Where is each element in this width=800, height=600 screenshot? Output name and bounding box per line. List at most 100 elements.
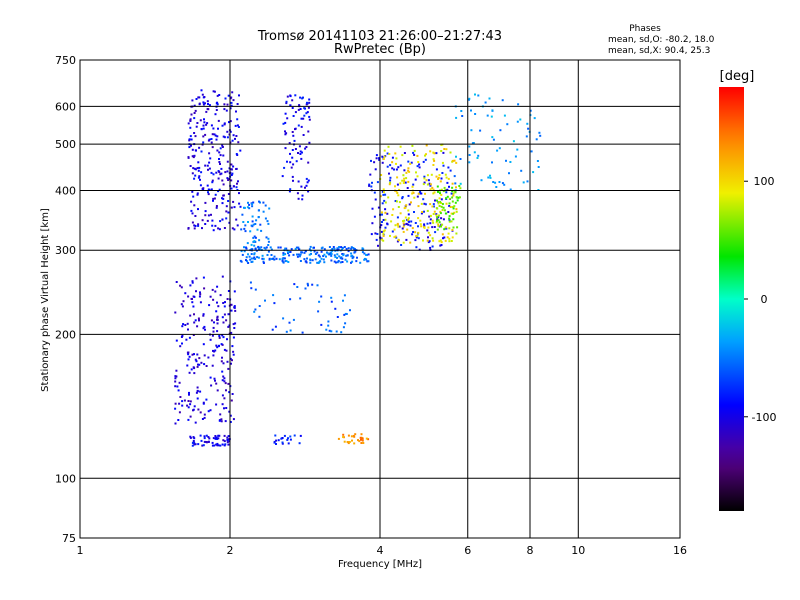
data-point [221,316,224,319]
data-point [211,219,214,222]
cluster-F-upper [281,94,311,201]
data-point [407,213,410,216]
data-point [443,209,446,212]
data-point [414,222,417,224]
data-point [216,135,219,138]
data-point [182,300,185,303]
data-point [233,305,236,308]
data-point [202,96,205,99]
data-point [226,130,229,133]
data-point [438,225,441,228]
data-point [446,181,449,184]
y-tick-label: 300 [55,244,76,257]
data-point [196,353,199,356]
data-point [251,248,254,251]
data-point [207,191,209,194]
data-point [210,384,213,387]
data-point [438,197,441,200]
data-point [205,441,208,443]
data-point [191,444,194,447]
data-point [396,240,399,243]
data-point [398,188,401,191]
data-point [206,108,209,110]
data-point [375,157,378,160]
data-point [432,192,435,195]
data-point [391,214,394,216]
data-point [227,367,230,370]
data-point [180,336,183,338]
data-point [187,400,190,402]
data-point [292,163,295,166]
data-point [211,133,214,136]
data-point [298,145,301,148]
data-point [214,379,216,382]
data-point [247,221,249,223]
data-point [193,117,196,120]
data-point [413,196,416,199]
data-point [243,206,246,209]
data-point [407,223,410,226]
data-point [446,188,449,191]
data-point [204,133,207,136]
data-point [397,166,400,169]
colorbar-gradient [719,87,744,511]
data-point [193,224,196,227]
data-point [444,239,447,242]
data-point [210,213,212,216]
data-point [320,257,323,260]
data-point [296,255,299,258]
data-point [388,153,391,155]
data-point [191,148,194,151]
data-point [382,232,385,235]
data-point [459,187,462,190]
data-point [282,261,285,264]
data-point [440,177,443,180]
data-point [243,227,246,230]
data-point [451,206,454,208]
data-point [394,185,396,188]
data-point [345,254,348,257]
data-point [282,122,285,125]
data-point [491,161,493,164]
data-point [199,119,202,122]
data-point [376,233,379,235]
data-point [216,301,218,304]
data-point [207,168,209,171]
data-point [350,247,353,250]
data-point [197,223,200,226]
data-point [355,260,358,263]
data-point [237,126,240,128]
data-point [218,344,220,347]
data-point [341,261,344,263]
data-point [206,184,209,187]
data-point [429,222,432,225]
data-point [199,411,202,414]
data-point [443,236,446,239]
data-point [539,134,542,137]
data-point [435,214,438,217]
data-point [204,201,207,204]
data-point [447,211,450,213]
data-point [516,148,519,151]
data-point [307,161,310,164]
data-point [313,250,316,253]
data-point [203,287,206,290]
data-point [213,197,216,200]
data-point [305,177,308,180]
data-point [517,103,520,106]
data-point [205,365,208,367]
data-point [179,284,182,287]
data-point [396,192,399,194]
data-point [277,246,280,249]
data-point [256,256,259,259]
data-point [189,415,192,418]
data-point [337,248,340,251]
data-point [389,179,392,182]
data-point [252,236,255,239]
data-point [181,342,183,345]
data-point [297,124,300,127]
data-point [296,192,299,195]
data-point [243,246,245,249]
data-point [210,138,213,140]
data-point [215,344,218,347]
